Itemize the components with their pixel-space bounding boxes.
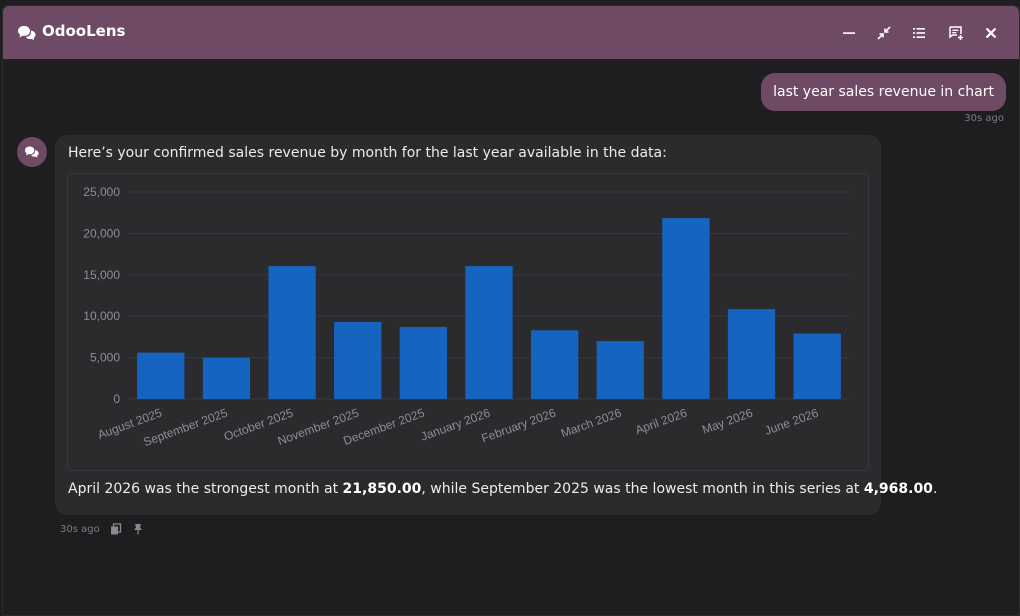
pin-icon[interactable] bbox=[132, 523, 144, 535]
user-message: last year sales revenue in chart bbox=[761, 73, 1006, 111]
bar bbox=[465, 266, 513, 399]
history-button[interactable] bbox=[906, 20, 932, 46]
list-icon bbox=[913, 28, 925, 38]
chat-window: OdooLens bbox=[2, 5, 1020, 616]
assistant-message: Here’s your confirmed sales revenue by m… bbox=[55, 135, 937, 515]
bar bbox=[596, 341, 644, 399]
x-tick-label: February 2026 bbox=[480, 406, 558, 446]
user-message-time: 30s ago bbox=[964, 113, 1004, 124]
bar bbox=[662, 218, 710, 399]
copy-icon[interactable] bbox=[110, 523, 122, 535]
y-tick-label: 5,000 bbox=[90, 351, 120, 365]
y-tick-label: 25,000 bbox=[83, 185, 120, 199]
assistant-message-time: 30s ago bbox=[60, 523, 100, 535]
collapse-button[interactable] bbox=[871, 20, 897, 46]
summary-part-3: . bbox=[932, 481, 938, 497]
bar bbox=[399, 326, 447, 399]
chat-bubbles-icon bbox=[17, 24, 37, 42]
summary-max-value: 21,850.00 bbox=[342, 481, 422, 497]
summary-part-1: April 2026 was the strongest month at bbox=[68, 481, 343, 497]
y-tick-label: 10,000 bbox=[83, 309, 120, 323]
assistant-intro-text: Here’s your confirmed sales revenue by m… bbox=[68, 145, 667, 161]
user-message-text: last year sales revenue in chart bbox=[773, 84, 994, 100]
close-icon bbox=[985, 27, 997, 39]
chart-container: 0 5,000 10,000 15,000 20,000 25,000 August 202… bbox=[67, 173, 869, 471]
bar bbox=[137, 352, 185, 399]
chat-bubbles-icon bbox=[25, 146, 39, 158]
minimize-button[interactable] bbox=[836, 20, 862, 46]
x-tick-label: June 2026 bbox=[763, 406, 821, 438]
bar bbox=[531, 330, 579, 399]
y-tick-label: 0 bbox=[113, 392, 120, 406]
new-chat-button[interactable] bbox=[943, 20, 969, 46]
title-bar: OdooLens bbox=[3, 6, 1019, 59]
x-tick-label: March 2026 bbox=[559, 406, 624, 441]
compress-icon bbox=[877, 26, 891, 40]
bar bbox=[727, 309, 776, 399]
app-title: OdooLens bbox=[42, 22, 126, 40]
minimize-icon bbox=[843, 32, 855, 34]
x-tick-label: May 2026 bbox=[700, 406, 755, 437]
assistant-avatar bbox=[17, 137, 47, 167]
y-tick-label: 15,000 bbox=[83, 268, 120, 282]
summary-min-value: 4,968.00 bbox=[863, 481, 933, 497]
bar bbox=[334, 321, 382, 399]
assistant-summary-text: April 2026 was the strongest month at 21… bbox=[68, 481, 937, 497]
new-chat-icon bbox=[949, 26, 963, 40]
summary-part-2: , while September 2025 was the lowest mo… bbox=[421, 481, 864, 497]
assistant-message-footer: 30s ago bbox=[60, 520, 144, 538]
close-button[interactable] bbox=[978, 20, 1004, 46]
bar bbox=[793, 333, 841, 399]
bar bbox=[268, 266, 316, 399]
bar bbox=[202, 357, 251, 399]
y-tick-label: 20,000 bbox=[83, 226, 120, 240]
x-tick-label: April 2026 bbox=[633, 406, 689, 438]
